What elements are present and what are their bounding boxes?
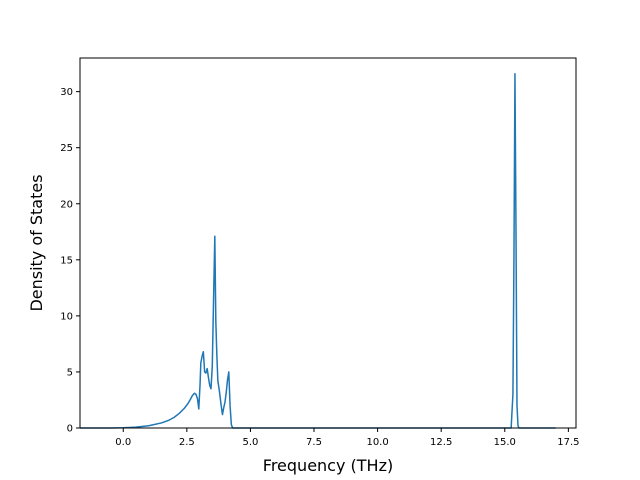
x-tick-label: 0.0 [115, 437, 131, 448]
x-tick-label: 10.0 [366, 437, 388, 448]
y-tick-label: 0 [67, 424, 73, 435]
y-axis-ticks: 0 5 10 15 20 25 30 [60, 87, 80, 435]
y-tick-label: 5 [67, 367, 73, 378]
plot-frame [79, 57, 577, 429]
y-tick-label: 20 [60, 199, 73, 210]
y-tick-label: 30 [60, 87, 73, 98]
y-tick-label: 10 [60, 311, 73, 322]
x-tick-label: 5.0 [242, 437, 258, 448]
x-tick-label: 12.5 [430, 437, 452, 448]
dos-series-line-0 [80, 72, 556, 429]
x-tick-label: 17.5 [557, 437, 579, 448]
plot-line-layer [80, 72, 556, 429]
x-tick-label: 15.0 [494, 437, 516, 448]
y-axis-title: Density of States [27, 174, 46, 311]
x-tick-label: 7.5 [306, 437, 322, 448]
y-tick-label: 25 [60, 143, 73, 154]
y-tick-label: 15 [60, 255, 73, 266]
x-tick-label: 2.5 [179, 437, 195, 448]
x-axis-title: Frequency (THz) [263, 456, 393, 475]
x-axis-ticks: 0.0 2.5 5.0 7.5 10.0 12.5 15.0 17.5 [115, 428, 580, 448]
